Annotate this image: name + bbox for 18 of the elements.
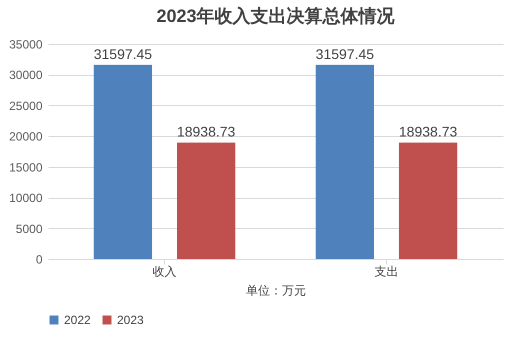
x-axis-title: 单位：万元	[246, 284, 306, 298]
data-label: 18938.73	[398, 124, 458, 140]
y-tick-label: 10000	[9, 191, 43, 206]
x-tick-label: 收入	[152, 264, 177, 278]
y-tick-label: 20000	[9, 130, 43, 144]
y-tick-label: 35000	[9, 38, 43, 52]
data-label: 31597.45	[94, 46, 152, 62]
y-tick-label: 15000	[9, 160, 43, 174]
data-label: 31597.45	[316, 46, 374, 62]
chart-title: 2023年收入支出决算总体情况	[156, 6, 396, 26]
data-label: 18938.73	[176, 124, 236, 140]
legend-label: 2022	[64, 313, 92, 327]
y-tick-label: 30000	[9, 68, 43, 82]
x-tick-label: 支出	[374, 264, 398, 278]
y-tick-label: 0	[36, 252, 43, 266]
y-tick-label: 25000	[9, 98, 43, 113]
legend-label: 2023	[117, 313, 144, 327]
y-tick-label: 5000	[16, 222, 43, 236]
